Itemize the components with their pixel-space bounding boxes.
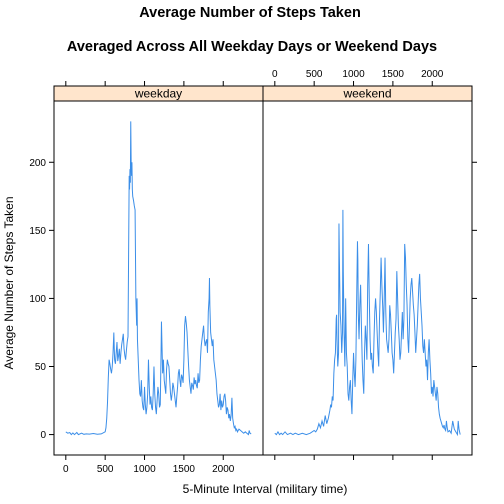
x-tick-label: 1500 [173,464,196,475]
strip-label-weekday: weekday [134,87,182,101]
y-tick-label: 200 [29,158,46,169]
x-tick-label: 2000 [212,464,235,475]
strip-label-weekend: weekend [342,87,391,101]
x-tick-label: 500 [306,69,323,80]
x-tick-label: 1000 [342,69,365,80]
y-tick-label: 150 [29,226,46,237]
x-axis-label: 5-Minute Interval (military time) [183,482,348,496]
y-tick-label: 50 [35,362,47,373]
series-line-weekend [274,209,461,437]
y-tick-label: 0 [40,430,46,441]
series-line-weekday [65,121,252,436]
x-tick-label: 1500 [382,69,405,80]
x-tick-label: 0 [63,464,69,475]
x-tick-label: 500 [97,464,114,475]
x-tick-label: 1000 [133,464,156,475]
chart-subtitle: Averaged Across All Weekday Days or Week… [67,39,437,55]
x-tick-label: 0 [272,69,278,80]
panel-frame-weekend [262,100,473,456]
y-axis-label: Average Number of Steps Taken [2,197,16,370]
x-tick-label: 2000 [421,69,444,80]
y-tick-label: 100 [29,294,46,305]
chart-title: Average Number of Steps Taken [139,5,361,21]
